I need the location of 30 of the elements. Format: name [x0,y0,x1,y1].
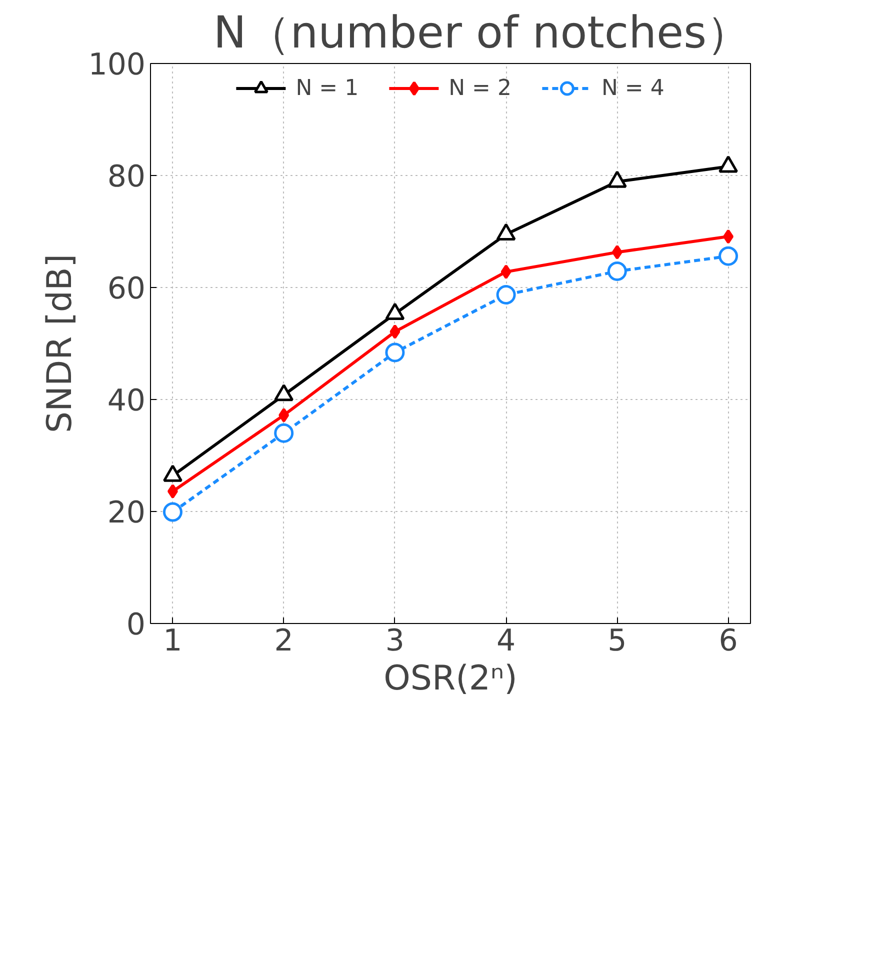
y-tick-label: 100 [88,48,146,82]
point [500,264,512,280]
legend-label: N = 1 [296,74,359,102]
point [496,285,516,305]
x-tick-label: 4 [496,624,516,658]
x-axis-title: OSR(2ⁿ) [384,658,518,698]
y-tick-label: 80 [107,160,146,194]
y-axis-title: SNDR [dB] [40,254,80,434]
y-tick-label: 40 [107,384,146,418]
point [718,246,738,266]
legend-label: N = 4 [601,74,664,102]
point [390,324,400,339]
y-tick-label: 20 [107,496,146,530]
x-tick-label: 2 [274,624,294,658]
point [274,423,294,443]
x-tick-label: 1 [163,624,182,658]
x-tick-label: 3 [385,624,404,658]
chart-title: N（number of notches） [213,8,751,58]
point [723,229,734,244]
x-tick-label: 6 [718,624,738,658]
point [162,502,182,522]
point [607,262,627,281]
point [167,484,178,499]
y-tick-label: 0 [126,608,146,642]
y-tick-label: 60 [107,272,146,306]
point [612,244,622,260]
point [385,342,405,362]
legend-label: N = 2 [448,74,512,102]
x-tick-label: 5 [608,624,627,658]
point [278,408,290,422]
